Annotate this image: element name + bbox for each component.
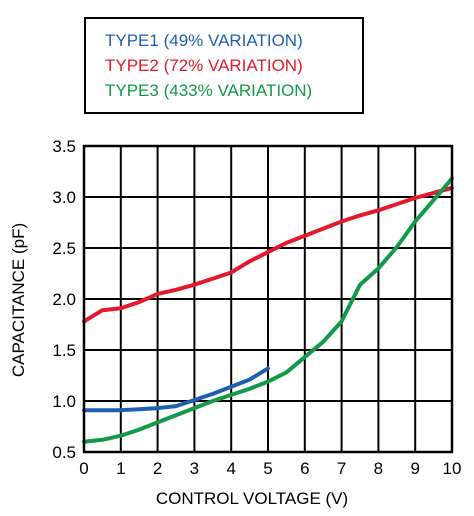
x-tick-label-4: 4 — [226, 459, 235, 478]
series-lines — [82, 176, 454, 444]
legend-entry-type1: TYPE1 (49% VARIATION) — [105, 31, 303, 50]
x-tick-labels: 0 1 2 3 4 5 6 7 8 9 10 — [79, 459, 461, 478]
y-tick-labels: 0.5 1.0 1.5 2.0 2.5 3.0 3.5 — [52, 137, 76, 462]
legend-box — [84, 17, 364, 114]
plot-frame — [82, 144, 454, 454]
x-tick-label-0: 0 — [79, 459, 88, 478]
y-tick-label-2.0: 2.0 — [52, 290, 76, 309]
y-tick-label-2.5: 2.5 — [52, 239, 76, 258]
y-tick-label-1.5: 1.5 — [52, 341, 76, 360]
x-tick-label-8: 8 — [374, 459, 383, 478]
x-tick-label-2: 2 — [153, 459, 162, 478]
series-line-type3 — [82, 176, 454, 444]
x-tick-label-10: 10 — [443, 459, 462, 478]
x-tick-label-3: 3 — [190, 459, 199, 478]
x-tick-label-9: 9 — [410, 459, 419, 478]
x-tick-label-5: 5 — [263, 459, 272, 478]
legend: TYPE1 (49% VARIATION) TYPE2 (72% VARIATI… — [84, 17, 364, 114]
x-tick-label-6: 6 — [300, 459, 309, 478]
series-line-type1 — [82, 366, 270, 413]
x-axis-title: CONTROL VOLTAGE (V) — [156, 489, 348, 508]
y-tick-label-0.5: 0.5 — [52, 443, 76, 462]
legend-entry-type2: TYPE2 (72% VARIATION) — [105, 56, 303, 75]
grid — [83, 145, 453, 453]
x-tick-label-7: 7 — [337, 459, 346, 478]
legend-entry-type3: TYPE3 (433% VARIATION) — [105, 81, 312, 100]
plot-border — [82, 144, 454, 454]
y-tick-label-3.5: 3.5 — [52, 137, 76, 156]
x-tick-label-1: 1 — [116, 459, 125, 478]
y-tick-label-1.0: 1.0 — [52, 392, 76, 411]
series-line-type2 — [82, 185, 454, 324]
y-tick-label-3.0: 3.0 — [52, 188, 76, 207]
y-axis-title: CAPACITANCE (pF) — [9, 223, 28, 377]
